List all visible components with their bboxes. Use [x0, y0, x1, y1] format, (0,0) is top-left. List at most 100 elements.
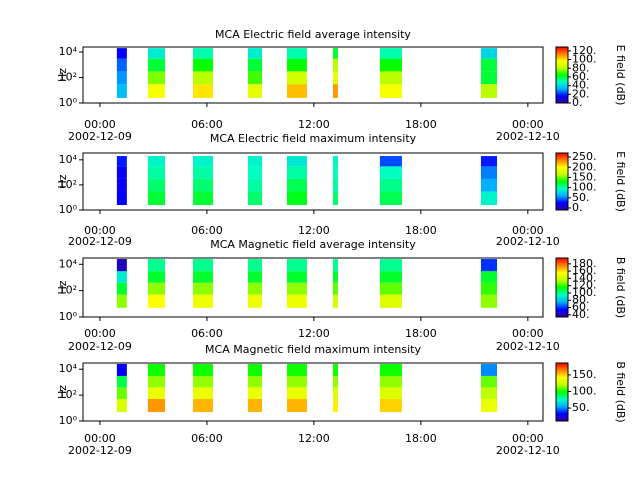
spectrogram-cell [286, 387, 307, 399]
plot-frame [82, 362, 544, 422]
spectrogram-cell [147, 364, 166, 376]
spectrogram-cell [480, 387, 497, 399]
date-label: 2002-12-10 [496, 444, 560, 457]
spectrogram-cell [332, 48, 338, 59]
panel-title: MCA Magnetic field maximum intensity [205, 343, 421, 356]
colorbar-tick-label: 60. [572, 301, 590, 314]
spectrogram-cell [332, 156, 338, 167]
spectrogram-cell [116, 48, 127, 59]
colorbar [555, 257, 569, 318]
spectrogram-cell [116, 191, 127, 206]
spectrogram-cell [147, 58, 166, 72]
spectrogram-cell [193, 282, 213, 295]
spectrogram-cell [480, 259, 497, 272]
spectrogram-cell [379, 84, 402, 98]
y-tick-label: 10⁰ [59, 203, 78, 216]
spectrogram-cell [480, 58, 497, 72]
spectrogram-cell [480, 84, 497, 98]
spectrogram-cell [116, 387, 127, 399]
colorbar-tick-label: 60. [572, 70, 590, 83]
spectrogram-cell [286, 259, 307, 272]
y-tick-label: 10⁰ [59, 414, 78, 427]
spectrogram-cell [147, 398, 166, 412]
y-axis-label: Hz [56, 174, 69, 188]
spectrogram-cell [247, 259, 263, 272]
spectrogram-cell [379, 166, 402, 179]
spectrogram-cell [286, 48, 307, 59]
colorbar-label: B field (dB) [614, 361, 627, 422]
spectrogram-cell [247, 375, 263, 388]
spectrogram-cell [247, 84, 263, 98]
spectrogram-cell [379, 294, 402, 308]
spectrogram-cell [147, 282, 166, 295]
spectrogram-cell [332, 398, 338, 412]
spectrogram-cell [332, 282, 338, 295]
x-tick-label: 12:00 [298, 118, 330, 131]
spectrogram-cell [332, 84, 338, 98]
spectrogram-cell [286, 178, 307, 192]
spectrogram-cell [116, 58, 127, 72]
colorbar-tick-label: 80. [572, 293, 590, 306]
y-tick-label: 10⁴ [59, 257, 78, 270]
y-axis-label: Hz [56, 68, 69, 82]
spectrogram-cell [379, 191, 402, 206]
colorbar-tick-label: 200. [572, 160, 597, 173]
spectrogram-cell [193, 191, 213, 206]
spectrogram-cell [193, 387, 213, 399]
spectrogram-cell [116, 84, 127, 98]
spectrogram-cell [193, 294, 213, 308]
spectrogram-cell [286, 166, 307, 179]
spectrogram-cell [247, 294, 263, 308]
colorbar-tick-label: 80. [572, 61, 590, 74]
x-tick-label: 12:00 [298, 327, 330, 340]
spectrogram-cell [332, 271, 338, 283]
spectrogram-cell [247, 191, 263, 206]
y-tick-label: 10² [59, 70, 77, 83]
colorbar [555, 152, 569, 211]
spectrogram-cell [147, 294, 166, 308]
spectrogram-cell [332, 387, 338, 399]
y-tick-label: 10⁴ [59, 362, 78, 375]
spectrogram-cell [379, 375, 402, 388]
spectrogram-cell [193, 48, 213, 59]
spectrogram-cell [147, 375, 166, 388]
colorbar-tick-label: 160. [572, 264, 597, 277]
colorbar-tick-label: 100. [572, 53, 597, 66]
plot-frame [82, 152, 544, 211]
colorbar [555, 46, 569, 104]
colorbar-tick-label: 0. [572, 201, 583, 214]
spectrogram-cell [480, 282, 497, 295]
spectrogram-cell [379, 398, 402, 412]
spectrogram-cell [379, 387, 402, 399]
colorbar-tick-label: 250. [572, 150, 597, 163]
spectrogram-cell [286, 84, 307, 98]
x-tick-label: 00:00 [84, 118, 116, 131]
spectrogram-cell [480, 271, 497, 283]
spectrogram-cell [247, 282, 263, 295]
spectrogram-cell [147, 156, 166, 167]
x-tick-label: 06:00 [191, 118, 223, 131]
plot-frame [82, 257, 544, 318]
spectrogram-cell [480, 178, 497, 192]
spectrogram-cell [480, 294, 497, 308]
spectrogram-cell [116, 282, 127, 295]
spectrogram-cell [332, 166, 338, 179]
spectrogram-cell [286, 271, 307, 283]
spectrogram-cell [247, 58, 263, 72]
colorbar-label: E field (dB) [614, 45, 627, 106]
colorbar-tick-label: 0. [572, 96, 583, 109]
plot-frame [82, 46, 544, 104]
y-tick-label: 10⁴ [59, 45, 78, 58]
spectrogram-cell [247, 178, 263, 192]
y-tick-label: 10⁰ [59, 96, 78, 109]
spectrogram-cell [116, 71, 127, 85]
x-tick-label: 06:00 [191, 327, 223, 340]
y-axis-label: Hz [56, 385, 69, 399]
spectrogram-cell [332, 71, 338, 85]
colorbar-tick-label: 180. [572, 257, 597, 270]
spectrogram-cell [116, 156, 127, 167]
spectrogram-cell [379, 71, 402, 85]
spectrogram-cell [379, 271, 402, 283]
x-tick-label: 06:00 [191, 224, 223, 237]
spectrogram-cell [116, 294, 127, 308]
